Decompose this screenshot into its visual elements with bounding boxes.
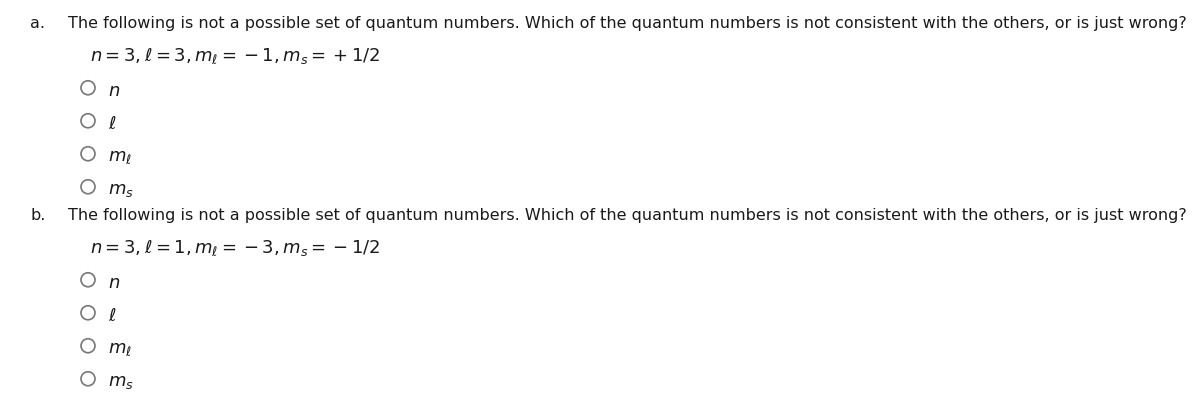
Text: $\ell$: $\ell$ — [108, 306, 116, 324]
Text: a.: a. — [30, 16, 46, 31]
Text: b.: b. — [30, 207, 46, 223]
Text: $m_\ell$: $m_\ell$ — [108, 148, 132, 166]
Text: $n = 3, \ell = 3, m_\ell = -1, m_s = +1/2$: $n = 3, \ell = 3, m_\ell = -1, m_s = +1/… — [90, 46, 380, 66]
Text: $m_s$: $m_s$ — [108, 372, 134, 390]
Text: $n = 3, \ell = 1, m_\ell = -3, m_s = -1/2$: $n = 3, \ell = 1, m_\ell = -3, m_s = -1/… — [90, 237, 380, 257]
Text: The following is not a possible set of quantum numbers. Which of the quantum num: The following is not a possible set of q… — [68, 207, 1187, 223]
Text: The following is not a possible set of quantum numbers. Which of the quantum num: The following is not a possible set of q… — [68, 16, 1187, 31]
Text: $n$: $n$ — [108, 273, 120, 291]
Text: $n$: $n$ — [108, 82, 120, 100]
Text: $m_\ell$: $m_\ell$ — [108, 339, 132, 357]
Text: $\ell$: $\ell$ — [108, 115, 116, 133]
Text: $m_s$: $m_s$ — [108, 180, 134, 198]
